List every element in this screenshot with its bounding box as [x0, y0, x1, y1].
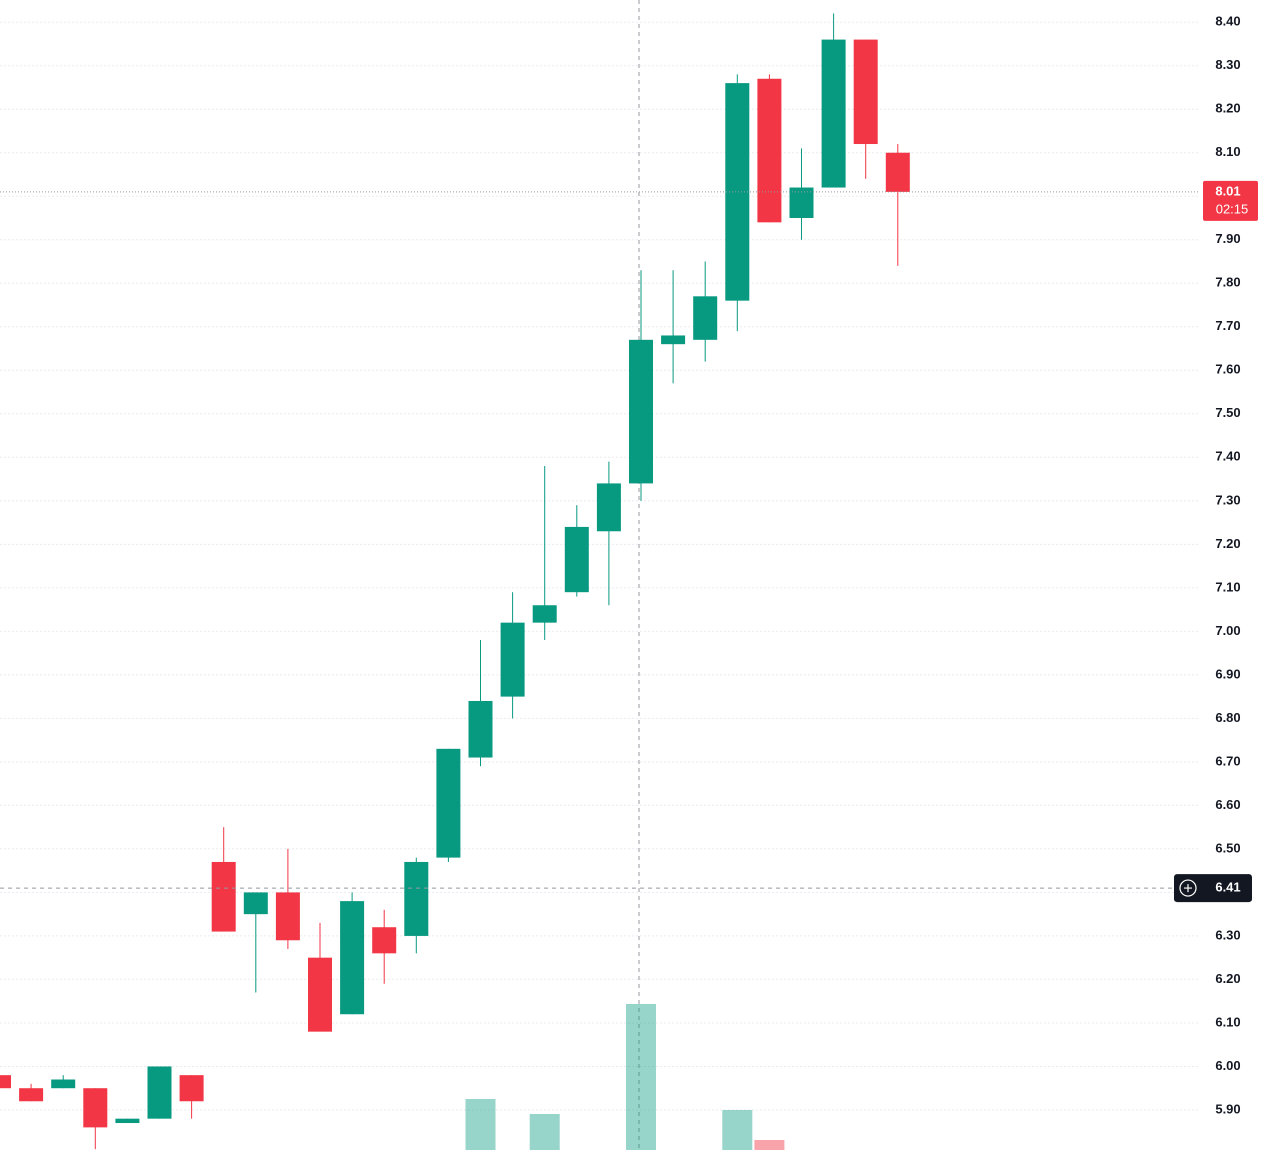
candle-body: [725, 83, 750, 301]
candle-body: [308, 957, 332, 1032]
last-price-box: [1203, 180, 1258, 221]
candle-body: [693, 296, 718, 340]
y-tick-label: 7.50: [1215, 405, 1240, 420]
candle-body: [757, 78, 782, 223]
candle-body: [147, 1066, 172, 1119]
candle-body: [789, 187, 814, 218]
y-tick-label: 6.60: [1215, 797, 1240, 812]
grid: [0, 21, 1200, 1111]
y-tick-label: 8.30: [1215, 57, 1240, 72]
crosshair-add-icon: [1179, 879, 1197, 897]
candle-body: [51, 1079, 76, 1089]
y-tick-label: 7.10: [1215, 579, 1240, 594]
candle-body: [19, 1088, 44, 1102]
y-tick-label: 8.10: [1215, 144, 1240, 159]
candle-body: [564, 526, 589, 593]
countdown-label: 02:15: [1216, 201, 1249, 216]
crosshair-add-plus: [1184, 884, 1192, 893]
y-tick-label: 7.80: [1215, 275, 1240, 290]
y-tick-label: 8.40: [1215, 14, 1240, 29]
candle-body: [179, 1075, 204, 1102]
candle-body: [372, 927, 397, 954]
y-tick-label: 7.40: [1215, 449, 1240, 464]
candle-body: [468, 700, 493, 758]
y-tick-label: 7.30: [1215, 492, 1240, 507]
candle-body: [275, 892, 300, 941]
candle-body: [243, 892, 268, 915]
candle-body: [340, 901, 365, 1015]
candle-body: [436, 748, 461, 858]
volume-bar: [465, 1099, 496, 1150]
volume-bar: [626, 1004, 656, 1150]
candle-body: [596, 483, 621, 532]
candle-body: [211, 861, 236, 932]
y-tick-label: 7.20: [1215, 536, 1240, 551]
candle-body: [500, 622, 525, 697]
y-tick-label: 8.20: [1215, 101, 1240, 116]
y-tick-label: 6.20: [1215, 971, 1240, 986]
y-tick-label: 6.00: [1215, 1058, 1240, 1073]
crosshair-box: [1174, 874, 1252, 903]
candle-body: [404, 861, 429, 936]
y-tick-label: 6.10: [1215, 1014, 1240, 1029]
y-tick-label: 6.30: [1215, 927, 1240, 942]
volume-bar: [529, 1114, 560, 1150]
y-tick-label: 6.70: [1215, 753, 1240, 768]
candle-body: [532, 605, 557, 623]
y-tick-label: 7.90: [1215, 231, 1240, 246]
candle-body: [821, 39, 846, 188]
y-tick-label: 6.80: [1215, 710, 1240, 725]
candle-body: [83, 1088, 108, 1128]
candle-body: [853, 39, 878, 145]
y-tick-label: 6.90: [1215, 666, 1240, 681]
last-price-label: 8.01: [1215, 183, 1240, 198]
candle-body: [885, 152, 910, 192]
volume-bar: [754, 1140, 785, 1150]
candle-body: [0, 1075, 11, 1089]
candle-body: [629, 339, 653, 484]
y-tick-label: 6.50: [1215, 840, 1240, 855]
y-tick-label: 7.70: [1215, 318, 1240, 333]
crosshair-price-label: 6.41: [1215, 880, 1240, 895]
candle-body: [115, 1118, 140, 1124]
y-tick-label: 7.00: [1215, 623, 1240, 638]
y-tick-label: 5.90: [1215, 1101, 1240, 1116]
volume-bar: [722, 1110, 753, 1150]
candle-body: [661, 335, 686, 345]
y-tick-label: 7.60: [1215, 362, 1240, 377]
